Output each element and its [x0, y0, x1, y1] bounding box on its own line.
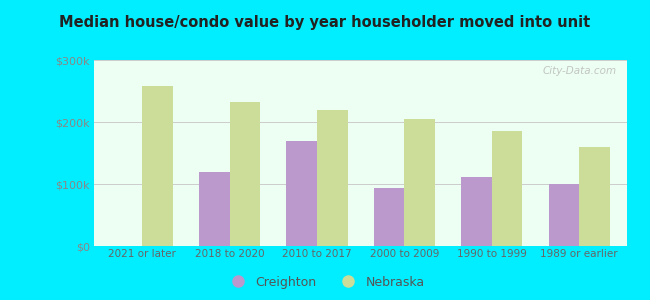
Bar	[404, 119, 435, 246]
Text: City-Data.com: City-Data.com	[543, 66, 617, 76]
Bar	[229, 101, 260, 246]
Legend: Creighton, Nebraska: Creighton, Nebraska	[220, 271, 430, 294]
Bar	[492, 131, 523, 246]
Bar	[374, 188, 404, 246]
Bar	[549, 184, 579, 246]
Text: Median house/condo value by year householder moved into unit: Median house/condo value by year househo…	[59, 15, 591, 30]
Bar	[579, 147, 610, 246]
Bar	[317, 110, 348, 246]
Bar	[199, 172, 229, 246]
Bar	[287, 141, 317, 246]
Bar	[462, 177, 492, 246]
Bar	[142, 86, 173, 246]
